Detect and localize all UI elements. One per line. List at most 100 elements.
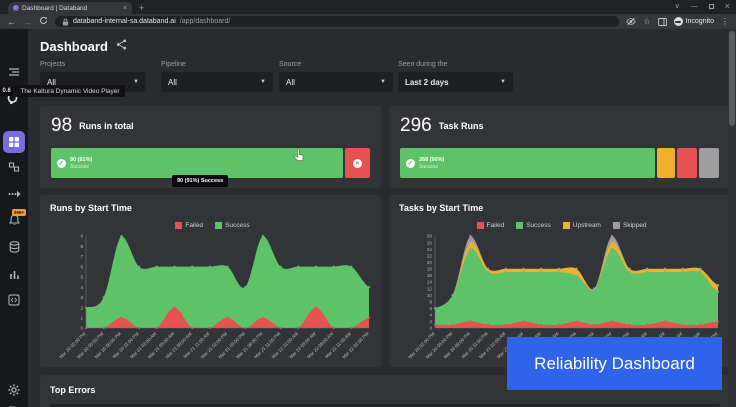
svg-text:10: 10 xyxy=(427,293,433,298)
forward-icon[interactable]: → xyxy=(23,16,32,27)
svg-text:2: 2 xyxy=(80,305,83,310)
legend-swatch xyxy=(175,222,183,229)
chevron-down-icon: ▼ xyxy=(380,79,386,85)
window-chevron-icon[interactable]: ∨ xyxy=(674,3,680,10)
pipeline-select[interactable]: All ▼ xyxy=(161,72,273,92)
status-segment-failed[interactable]: × xyxy=(344,148,370,178)
seen-during-select[interactable]: Last 2 days ▼ xyxy=(398,72,513,92)
task-status-bar: ✓ 268 (90%) Success xyxy=(400,148,720,178)
svg-text:24: 24 xyxy=(427,247,433,252)
legend-swatch xyxy=(476,222,484,229)
kaltura-player-label: The Kaltura Dynamic Video Player xyxy=(15,85,125,97)
success-tooltip: 90 (91%) Success xyxy=(172,175,229,187)
status-segment-skipped[interactable] xyxy=(698,148,720,178)
settings-gear-icon[interactable] xyxy=(7,383,21,397)
stat-cards-row: 98 Runs in total ✓ 90 (91%) Success × 296 T… xyxy=(40,106,730,188)
errors-table-header xyxy=(50,404,720,407)
source-filter-label: Source xyxy=(279,61,302,68)
window-maximize-icon[interactable] xyxy=(708,3,714,9)
chart-title: Runs by Start Time xyxy=(50,203,132,213)
tab-close-icon[interactable]: × xyxy=(122,4,127,12)
browser-tab[interactable]: Dashboard | Databand × xyxy=(8,2,132,14)
new-tab-button[interactable]: + xyxy=(139,3,145,13)
lock-icon[interactable] xyxy=(62,18,69,26)
tab-title: Dashboard | Databand xyxy=(22,4,88,12)
scrollbar-thumb[interactable] xyxy=(729,31,735,126)
incognito-badge[interactable]: Incognito xyxy=(673,17,714,26)
status-segment-success[interactable]: ✓ 268 (90%) Success xyxy=(400,148,655,178)
sidebar-item-pipelines[interactable] xyxy=(7,160,21,174)
window-close-icon[interactable]: × xyxy=(724,1,730,11)
browser-menu-icon[interactable]: ⋮ xyxy=(721,17,729,26)
runs-total-label: Runs in total xyxy=(79,121,134,131)
pipeline-filter-label: Pipeline xyxy=(161,61,186,68)
svg-text:14: 14 xyxy=(427,280,433,285)
legend-item-skipped[interactable]: Skipped xyxy=(612,222,646,229)
sidebar-item-runs[interactable] xyxy=(7,187,21,201)
projects-filter-label: Projects xyxy=(40,61,66,68)
top-errors-title: Top Errors xyxy=(50,385,96,395)
alerts-badge: 999+ xyxy=(12,209,27,216)
legend-item-success[interactable]: Success xyxy=(215,222,250,229)
legend-swatch xyxy=(612,222,620,229)
status-segment-upstream[interactable] xyxy=(656,148,675,178)
svg-text:1: 1 xyxy=(80,315,83,320)
chevron-down-icon: ▼ xyxy=(500,79,506,85)
svg-text:6: 6 xyxy=(429,306,432,311)
legend-swatch xyxy=(516,222,524,229)
sidebar-item-datasets[interactable] xyxy=(7,240,21,254)
back-icon[interactable]: ← xyxy=(7,16,16,27)
url-path: /app/dashboard/ xyxy=(179,18,231,25)
runs-total-card: 98 Runs in total ✓ 90 (91%) Success × xyxy=(40,106,381,188)
bookmark-star-icon[interactable]: ☆ xyxy=(643,17,651,26)
chevron-down-icon: ▼ xyxy=(133,79,139,85)
reliability-dashboard-banner: Reliability Dashboard xyxy=(507,337,722,390)
svg-text:0: 0 xyxy=(429,326,432,331)
side-panel-icon[interactable] xyxy=(657,17,667,26)
svg-text:4: 4 xyxy=(429,313,432,318)
svg-text:8: 8 xyxy=(429,299,432,304)
task-runs-label: Task Runs xyxy=(438,121,484,131)
sidebar-item-integrations[interactable] xyxy=(7,293,21,307)
svg-text:3: 3 xyxy=(80,295,83,300)
page-scrollbar[interactable] xyxy=(728,29,736,407)
incognito-icon xyxy=(673,17,683,26)
task-runs-card: 296 Task Runs ✓ 268 (90%) Success xyxy=(389,106,730,188)
svg-text:9: 9 xyxy=(80,234,83,239)
sidebar-item-dashboard[interactable] xyxy=(3,131,25,153)
runs-by-start-time-panel: Runs by Start Time Failed Success 0 1 2 3 4 5 6… xyxy=(40,195,381,367)
url-host: databand-internal-sa.databand.ai xyxy=(73,18,176,25)
legend-item-success[interactable]: Success xyxy=(516,222,551,229)
svg-text:16: 16 xyxy=(427,273,433,278)
svg-text:28: 28 xyxy=(427,234,433,239)
address-bar[interactable]: databand-internal-sa.databand.ai/app/das… xyxy=(55,16,620,27)
window-minimize-icon[interactable]: — xyxy=(690,2,698,10)
sidebar-collapse-icon[interactable] xyxy=(7,65,21,79)
legend-item-failed[interactable]: Failed xyxy=(175,222,203,229)
share-icon[interactable] xyxy=(116,37,127,55)
sidebar-item-metrics[interactable] xyxy=(7,267,21,281)
page-title: Dashboard xyxy=(40,38,108,54)
legend-item-failed[interactable]: Failed xyxy=(476,222,504,229)
eye-off-icon[interactable] xyxy=(626,17,637,26)
browser-toolbar: ← → databand-internal-sa.databand.ai/app… xyxy=(0,14,736,29)
source-select[interactable]: All ▼ xyxy=(279,72,393,92)
legend-item-upstream[interactable]: Upstream xyxy=(562,222,601,229)
status-segment-success[interactable]: ✓ 90 (91%) Success xyxy=(51,148,343,178)
reload-icon[interactable] xyxy=(39,16,48,27)
kaltura-player-overlay: 0.6 The Kaltura Dynamic Video Player xyxy=(0,85,125,97)
runs-total-value: 98 xyxy=(51,115,73,136)
chart-legend: Failed Success xyxy=(50,222,375,229)
svg-text:26: 26 xyxy=(427,240,433,245)
chart-legend: Failed Success Upstream Skipped xyxy=(399,222,724,229)
seen-during-filter-label: Seen during the xyxy=(398,61,448,68)
svg-text:22: 22 xyxy=(427,253,433,258)
kaltura-version-badge: 0.6 xyxy=(0,86,14,96)
check-circle-icon: ✓ xyxy=(406,158,415,168)
status-segment-failed[interactable] xyxy=(676,148,697,178)
chart-title: Tasks by Start Time xyxy=(399,203,484,213)
legend-swatch xyxy=(562,222,570,229)
chevron-down-icon: ▼ xyxy=(260,79,266,85)
